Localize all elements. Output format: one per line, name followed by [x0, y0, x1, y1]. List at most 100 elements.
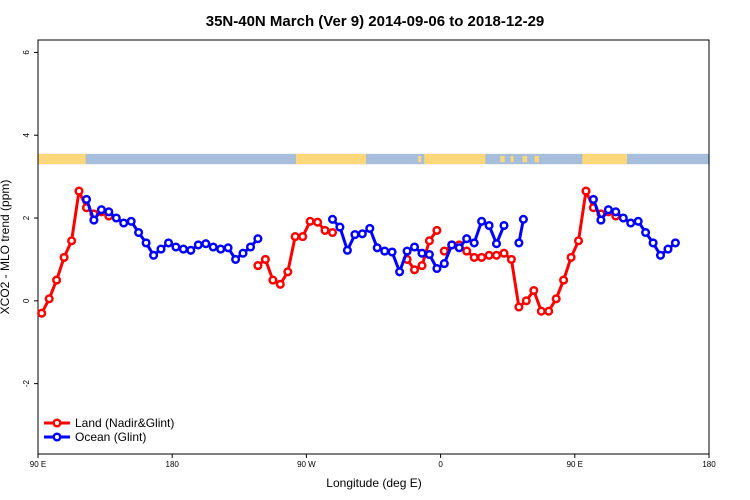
strip-land-speck [418, 155, 422, 163]
data-point [454, 243, 464, 253]
data-point [477, 252, 487, 262]
strip-land-segment [295, 153, 367, 165]
legend: Land (Nadir&Glint)Ocean (Glint) [44, 416, 174, 444]
data-point [342, 245, 352, 255]
y-tick-label: 4 [22, 132, 31, 137]
strip-land-segment [38, 153, 86, 165]
data-point [335, 222, 345, 232]
data-point [350, 230, 360, 240]
data-point [275, 279, 285, 289]
data-point [163, 238, 174, 248]
x-tick-label: 180 [166, 460, 180, 469]
data-point [178, 244, 188, 254]
data-point [81, 194, 92, 204]
data-point [633, 216, 643, 226]
data-point [641, 227, 651, 238]
data-point [37, 308, 47, 318]
data-point [44, 294, 54, 304]
data-point [588, 194, 598, 204]
data-point [208, 242, 218, 252]
data-point [141, 238, 151, 248]
data-point [387, 247, 397, 257]
data-point [52, 275, 62, 285]
data-point [447, 240, 457, 250]
y-tick-label: -2 [22, 380, 31, 388]
data-point [134, 227, 144, 238]
y-axis: -2 0 2 4 6 [22, 50, 38, 388]
data-point [432, 225, 442, 235]
data-point [126, 216, 136, 226]
data-point [596, 215, 606, 225]
series-land [37, 186, 621, 318]
data-point [417, 248, 427, 258]
data-point [59, 252, 69, 262]
data-point [283, 267, 293, 277]
data-point [111, 213, 121, 223]
data-point [89, 215, 99, 225]
y-tick-label: 6 [22, 50, 31, 55]
land-ocean-strip [38, 153, 709, 165]
strip-ocean [38, 153, 709, 165]
plot-frame [37, 39, 710, 455]
data-point [260, 254, 270, 264]
data-point [149, 250, 159, 260]
data-point [655, 250, 666, 260]
strip-land-segment [424, 153, 486, 165]
data-point [365, 223, 375, 233]
y-tick-label: 2 [22, 215, 31, 220]
data-point [544, 306, 554, 316]
data-point [670, 238, 680, 248]
data-point [499, 248, 509, 258]
data-point [611, 207, 621, 217]
x-axis-label: Longitude (deg E) [326, 476, 421, 490]
data-point [320, 225, 330, 235]
data-point [603, 205, 613, 215]
data-point [313, 217, 323, 227]
legend-label: Ocean (Glint) [75, 430, 146, 444]
data-point [245, 242, 256, 252]
data-point [268, 275, 278, 285]
data-point [477, 216, 487, 226]
data-point [238, 248, 248, 258]
strip-land-speck [500, 155, 505, 163]
data-point [439, 246, 449, 256]
strip-land-speck [522, 155, 528, 163]
data-point [432, 263, 442, 274]
x-axis: 90 E 180 90 W 0 90 E 180 [30, 454, 716, 469]
data-point [357, 229, 367, 239]
data-point [417, 261, 427, 271]
data-point [566, 252, 576, 262]
data-point [186, 245, 196, 255]
series-line [85, 198, 260, 261]
data-point [648, 238, 658, 248]
data-point [663, 244, 673, 254]
x-tick-label: 0 [438, 460, 443, 469]
data-point [253, 261, 263, 271]
data-point [201, 239, 211, 249]
data-point [491, 250, 502, 260]
data-point [96, 205, 106, 215]
data-point [327, 214, 338, 224]
data-point [626, 218, 636, 228]
legend-marker [52, 418, 62, 428]
data-point [253, 234, 263, 244]
strip-land-segment [582, 153, 627, 165]
data-point [402, 246, 412, 256]
x-tick-label: 90 E [30, 460, 46, 469]
legend-label: Land (Nadir&Glint) [75, 416, 174, 430]
series-layer [37, 186, 680, 318]
data-point [521, 296, 531, 306]
legend-marker [52, 432, 62, 442]
data-point [74, 186, 84, 196]
data-point [67, 236, 77, 246]
data-point [506, 254, 516, 264]
data-point [216, 244, 226, 254]
data-point [536, 306, 546, 316]
data-point [395, 267, 405, 277]
data-point [618, 213, 628, 223]
data-point [491, 239, 502, 249]
y-axis-label: XCO2 - MLO trend (ppm) [0, 180, 12, 315]
data-point [484, 250, 494, 260]
strip-land-speck [534, 155, 540, 163]
